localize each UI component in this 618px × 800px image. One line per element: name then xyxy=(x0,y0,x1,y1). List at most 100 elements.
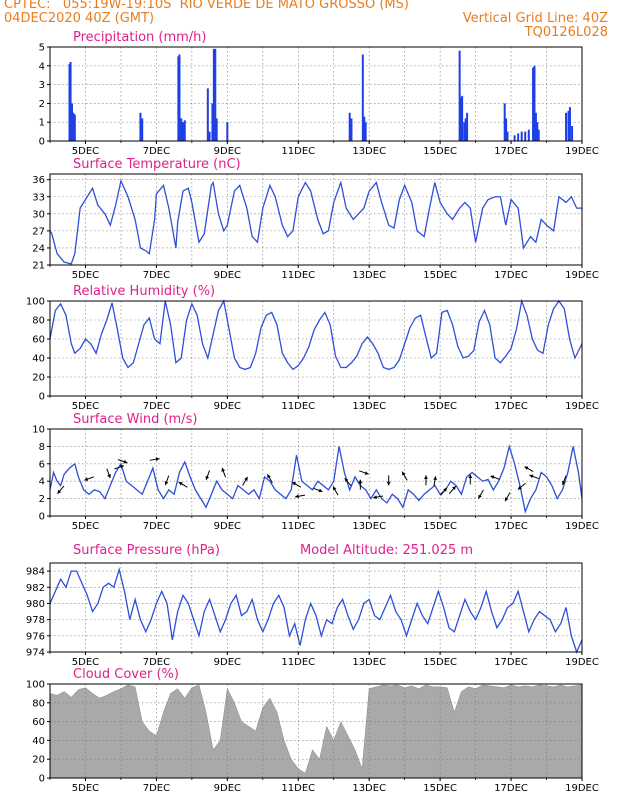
precip-bar xyxy=(214,48,217,141)
precip-bar xyxy=(537,129,540,141)
wind-arrow xyxy=(433,476,437,487)
y-tick-label: 3 xyxy=(39,80,45,91)
wind-arrow xyxy=(358,479,363,490)
wind-arrow-head xyxy=(164,481,169,486)
wind-arrow-head xyxy=(344,478,349,483)
wind-arrow-head xyxy=(318,488,323,493)
series-line xyxy=(49,566,583,654)
panel-title: Cloud Cover (%) xyxy=(73,667,179,682)
wind-arrow-head xyxy=(468,474,473,478)
y-tick-label: 0 xyxy=(39,137,45,148)
precip-bar xyxy=(348,112,351,141)
x-tick-label: 5DEC xyxy=(72,521,99,532)
x-tick-label: 5DEC xyxy=(72,270,99,281)
wind-arrow xyxy=(373,495,384,500)
panel-title: Precipitation (mm/h) xyxy=(73,30,206,45)
y-tick-label: 10 xyxy=(32,425,45,436)
wind-arrow-head xyxy=(505,497,509,502)
x-tick-label: 5DEC xyxy=(72,401,99,412)
y-tick-label: 2 xyxy=(39,99,45,110)
x-tick-label: 9DEC xyxy=(214,270,241,281)
precip-bar xyxy=(350,118,353,141)
wind-arrow xyxy=(440,487,448,496)
wind-arrow xyxy=(490,475,500,480)
y-tick-label: 984 xyxy=(26,567,45,578)
y-tick-label: 5 xyxy=(39,43,45,54)
precip-bar xyxy=(215,118,218,141)
wind-arrow-head xyxy=(517,485,522,490)
panel-4: 974 976 978 980 982 984 5DEC 7DEC 9DEC 11DEC 13DEC… xyxy=(26,543,599,668)
x-tick-label: 11DEC xyxy=(281,401,315,412)
x-tick-label: 15DEC xyxy=(423,146,457,157)
wind-arrow xyxy=(178,481,188,488)
wind-arrow-head xyxy=(402,471,406,476)
series-line xyxy=(49,443,583,514)
wind-arrow xyxy=(359,470,369,475)
x-tick-label: 19DEC xyxy=(565,146,599,157)
x-tick-label: 13DEC xyxy=(352,146,386,157)
wind-arrow xyxy=(477,489,484,499)
precip-bar xyxy=(527,129,530,141)
y-tick-label: 80 xyxy=(32,698,45,709)
wind-arrow-head xyxy=(123,459,128,464)
series-line xyxy=(49,298,583,371)
x-tick-label: 15DEC xyxy=(423,783,457,794)
precip-bar xyxy=(565,112,568,141)
x-tick-label: 7DEC xyxy=(143,146,170,157)
header-model-code: TQ0126L028 xyxy=(524,25,608,40)
wind-arrow xyxy=(266,474,273,484)
wind-arrow xyxy=(114,464,125,470)
wind-arrow-head xyxy=(490,475,495,480)
x-tick-label: 7DEC xyxy=(143,657,170,668)
x-tick-label: 17DEC xyxy=(494,146,528,157)
wind-arrow-head xyxy=(529,474,534,479)
wind-arrow xyxy=(242,476,248,486)
x-tick-label: 17DEC xyxy=(494,401,528,412)
wind-arrow-head xyxy=(478,494,482,499)
y-tick-label: 978 xyxy=(26,615,45,626)
header-date: 04DEC2020 40Z (GMT) xyxy=(4,11,155,26)
y-tick-label: 982 xyxy=(26,583,45,594)
y-tick-label: 980 xyxy=(26,599,45,610)
precip-bar xyxy=(208,131,211,141)
x-tick-label: 15DEC xyxy=(423,521,457,532)
precip-bar xyxy=(505,118,508,141)
precip-bar xyxy=(568,107,571,141)
wind-arrow xyxy=(424,475,428,486)
precip-bar xyxy=(533,65,536,141)
panel-1: 21 24 27 30 33 36 5DEC 7DEC 9DEC 11DEC 13DEC 15DEC 1… xyxy=(32,157,599,281)
precip-bar xyxy=(517,133,520,141)
wind-arrow-head xyxy=(386,481,391,486)
x-tick-label: 9DEC xyxy=(214,783,241,794)
wind-arrow xyxy=(529,474,539,480)
y-tick-label: 27 xyxy=(32,226,45,237)
precip-bar xyxy=(180,118,183,141)
precip-bar xyxy=(183,120,186,141)
precip-bar xyxy=(73,114,76,141)
wind-arrow-head xyxy=(84,477,89,481)
x-tick-label: 13DEC xyxy=(352,401,386,412)
precip-bar xyxy=(513,135,516,141)
x-tick-label: 13DEC xyxy=(352,657,386,668)
precip-bar xyxy=(212,48,215,141)
precip-bar xyxy=(461,95,464,141)
panel-5: 0 20 40 60 80 100 5DEC 7DEC 9DEC 11DEC 13DEC 15DEC 1… xyxy=(26,667,599,794)
wind-arrow xyxy=(149,457,160,462)
x-tick-label: 13DEC xyxy=(352,270,386,281)
x-tick-label: 5DEC xyxy=(72,146,99,157)
wind-arrow-head xyxy=(221,467,226,472)
wind-arrow-head xyxy=(178,482,183,486)
y-tick-label: 100 xyxy=(26,297,45,308)
x-tick-label: 13DEC xyxy=(352,783,386,794)
y-tick-label: 100 xyxy=(26,680,45,691)
header-grid-line: Vertical Grid Line: 40Z xyxy=(462,11,608,26)
panel-0: 0 1 2 3 4 5 5DEC 7DEC 9DEC 11DEC 13DEC 15DEC 17DEC 19… xyxy=(39,30,599,157)
precip-bar xyxy=(178,54,181,141)
precip-bar xyxy=(139,112,142,141)
precip-bar xyxy=(534,112,537,141)
x-tick-label: 11DEC xyxy=(281,146,315,157)
x-tick-label: 19DEC xyxy=(565,657,599,668)
y-tick-label: 0 xyxy=(39,512,45,523)
